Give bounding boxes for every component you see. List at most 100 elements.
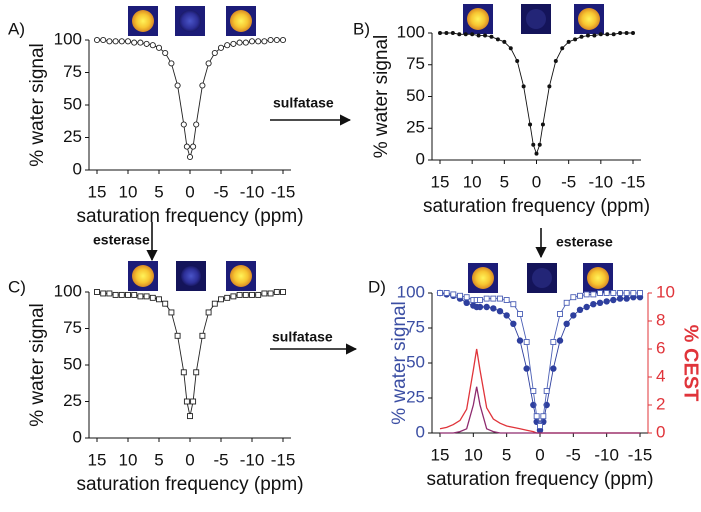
- x-tick-label: -10: [240, 182, 265, 201]
- marker: [183, 398, 190, 405]
- marker: [556, 337, 564, 344]
- series-line: [439, 348, 640, 434]
- x-tick-label: -5: [213, 450, 228, 469]
- marker: [187, 413, 193, 420]
- marker: [273, 289, 280, 295]
- image-spot: [587, 267, 609, 289]
- marker: [218, 296, 224, 303]
- x-tick-label: 15: [88, 182, 107, 201]
- marker: [168, 60, 175, 67]
- marker: [540, 413, 547, 420]
- marker: [279, 36, 287, 44]
- marker: [224, 294, 231, 301]
- marker: [156, 296, 162, 303]
- series-line: [440, 386, 640, 434]
- x-axis-label: saturation frequency (ppm): [76, 474, 303, 495]
- marker: [280, 289, 286, 295]
- arrows: sulfatase esterase esterase sulfatase: [93, 95, 613, 355]
- marker: [510, 301, 517, 308]
- marker: [267, 36, 274, 44]
- marker: [267, 290, 274, 297]
- marker: [573, 37, 578, 42]
- y-axis-label: % water signal: [27, 303, 48, 427]
- x-tick-label: 15: [88, 450, 107, 469]
- series-line: [96, 291, 283, 417]
- marker: [533, 413, 540, 420]
- marker: [470, 32, 475, 37]
- panel-label: A): [8, 19, 25, 38]
- x-tick-label: 5: [502, 445, 511, 464]
- y2-tick-label: 4: [656, 366, 665, 385]
- x-tick-label: 10: [119, 182, 138, 201]
- marker: [261, 290, 268, 297]
- x-axis-label: saturation frequency (ppm): [426, 469, 653, 490]
- marker: [521, 84, 526, 89]
- x-tick-label: 15: [431, 172, 450, 191]
- marker: [528, 122, 533, 127]
- image-spot: [132, 10, 154, 32]
- marker: [610, 290, 617, 296]
- panel-label: C): [8, 277, 26, 296]
- marker: [540, 122, 545, 127]
- marker: [623, 295, 630, 302]
- marker: [557, 311, 563, 317]
- marker: [199, 82, 206, 89]
- marker: [497, 295, 503, 302]
- marker: [543, 388, 550, 394]
- marker: [211, 49, 218, 57]
- marker: [193, 369, 200, 376]
- x-tick-label: -5: [213, 182, 228, 201]
- marker: [149, 294, 156, 301]
- image-spot: [230, 10, 252, 32]
- marker: [616, 295, 624, 302]
- arrow-label: esterase: [556, 234, 613, 250]
- arrow-label: esterase: [93, 232, 150, 248]
- y-tick-label: 100: [397, 282, 425, 301]
- y-tick-label: 50: [406, 86, 425, 105]
- y-tick-label: 0: [73, 159, 82, 178]
- marker: [503, 312, 510, 319]
- marker: [450, 291, 457, 298]
- image-row: [128, 6, 256, 36]
- marker: [444, 31, 449, 35]
- marker: [137, 293, 144, 300]
- x-tick-label: -15: [271, 450, 296, 469]
- marker: [610, 296, 617, 304]
- marker: [550, 365, 557, 372]
- marker: [603, 298, 610, 305]
- marker: [155, 44, 163, 51]
- marker: [463, 32, 468, 37]
- x-tick-label: -10: [589, 172, 614, 191]
- y-axis-label: % water signal: [27, 43, 48, 167]
- marker: [596, 299, 604, 306]
- image-spot: [132, 265, 154, 287]
- y-tick-label: 100: [397, 22, 425, 41]
- marker: [190, 398, 197, 405]
- marker: [631, 31, 635, 35]
- x-tick-label: 0: [532, 172, 541, 191]
- marker: [125, 291, 131, 298]
- marker: [162, 300, 169, 307]
- y-tick-label: 75: [406, 54, 425, 73]
- marker: [236, 291, 243, 298]
- marker: [576, 306, 584, 313]
- marker: [579, 34, 584, 39]
- panel-label: B): [353, 19, 370, 38]
- y2-tick-label: 6: [656, 338, 665, 357]
- marker: [131, 39, 138, 46]
- marker: [106, 38, 113, 45]
- image-spot: [179, 10, 201, 32]
- y2-axis-label: % CEST: [680, 325, 701, 402]
- arrow-label: sulfatase: [273, 95, 334, 111]
- x-tick-label: -5: [566, 445, 581, 464]
- marker: [248, 38, 256, 45]
- marker: [618, 31, 623, 35]
- x-tick-label: 0: [535, 445, 544, 464]
- marker: [180, 369, 187, 376]
- marker: [483, 33, 488, 38]
- marker: [598, 32, 603, 37]
- marker: [630, 290, 637, 296]
- marker: [118, 291, 125, 298]
- marker: [183, 143, 190, 150]
